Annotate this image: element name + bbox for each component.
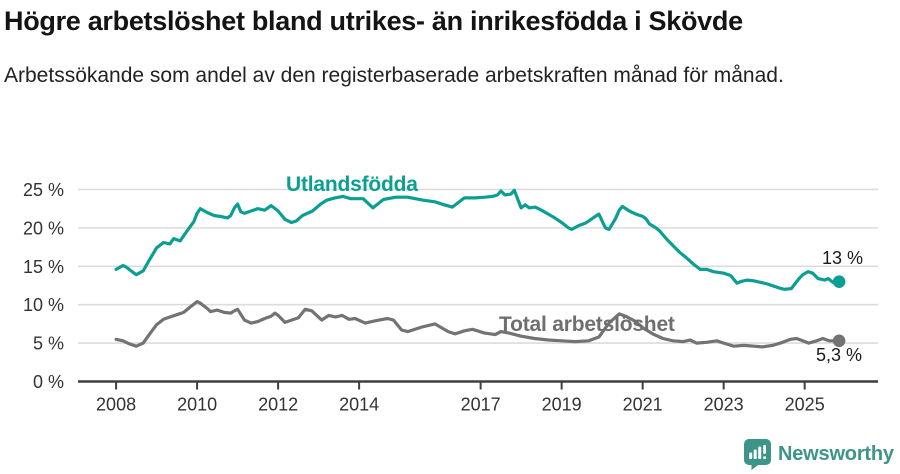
series-label-total-arbetsloshet: Total arbetslöshet: [499, 313, 675, 336]
page-title: Högre arbetslöshet bland utrikes- än inr…: [4, 6, 743, 36]
end-value-label-utlandsfodda: 13 %: [822, 248, 864, 268]
svg-text:15 %: 15 %: [23, 257, 64, 277]
svg-text:2012: 2012: [258, 395, 298, 415]
bar-chart-speech-bubble-icon: [744, 438, 771, 470]
svg-text:2017: 2017: [461, 395, 501, 415]
svg-text:2014: 2014: [339, 395, 379, 415]
svg-text:20 %: 20 %: [23, 218, 64, 238]
series-line-1: [114, 300, 841, 349]
svg-text:2025: 2025: [785, 395, 825, 415]
series-end-dot-1: [832, 334, 846, 348]
series-end-dot-0: [832, 275, 846, 288]
page-subtitle: Arbetssökande som andel av den registerb…: [4, 64, 784, 87]
y-axis-tick-labels: 0 % 5 % 10 % 15 % 20 % 25 %: [23, 180, 64, 392]
svg-text:2021: 2021: [623, 395, 663, 415]
svg-text:2008: 2008: [96, 395, 136, 415]
newsworthy-logo: Newsworthy: [744, 438, 894, 470]
series-line-0: [114, 188, 841, 291]
svg-text:2010: 2010: [177, 395, 217, 415]
y-gridlines: [78, 188, 878, 344]
newsworthy-wordmark: Newsworthy: [778, 442, 894, 465]
series-label-utlandsfodda: Utlandsfödda: [286, 173, 418, 196]
svg-text:2019: 2019: [542, 395, 582, 415]
svg-text:5 %: 5 %: [33, 334, 64, 354]
x-axis: 2008 2010 2012 2014 2017 2019 2021 2023 2025: [78, 380, 878, 415]
svg-text:10 %: 10 %: [23, 295, 64, 315]
svg-text:2023: 2023: [704, 395, 744, 415]
svg-text:0 %: 0 %: [33, 372, 64, 392]
end-value-label-total: 5,3 %: [816, 345, 863, 365]
svg-text:25 %: 25 %: [23, 180, 64, 200]
